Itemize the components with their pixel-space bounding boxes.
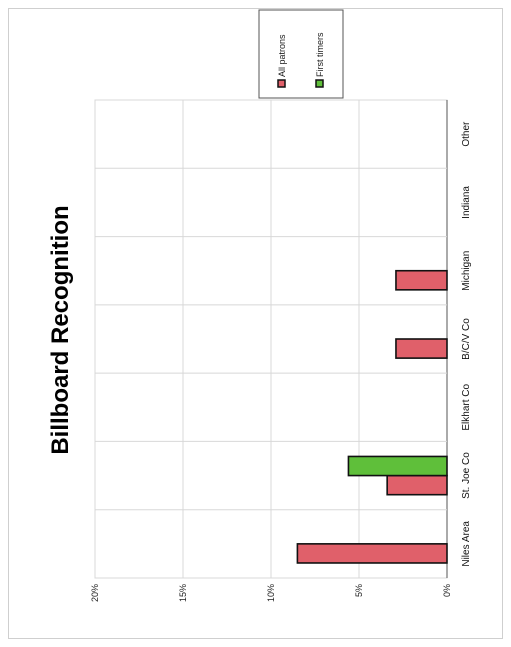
category-label: Niles Area [461,521,472,567]
bar [296,543,448,564]
chart-title: Billboard Recognition [47,205,74,454]
category-label: St. Joe Co [461,452,472,499]
legend-label: All patrons [277,34,287,77]
value-tick-label: 15% [178,584,188,602]
bar [386,474,448,496]
legend-box [258,9,344,99]
bar [347,455,448,477]
value-tick-label: 10% [266,584,276,602]
legend: All patrons First timers [258,9,344,99]
value-tick-label: 0% [442,584,452,597]
category-label: Elkhart Co [461,384,472,431]
value-tick-label: 20% [90,584,100,602]
category-labels: Niles Area St. Joe Co Elkhart Co B/C/V Co Mi… [461,121,472,567]
category-label: Michigan [461,251,472,291]
bars [296,269,448,564]
legend-label: First timers [315,32,325,77]
legend-swatch [277,79,286,88]
value-tick-label: 5% [354,584,364,597]
bar [395,338,448,359]
category-label: Other [461,121,472,147]
grid-lines [94,99,448,579]
legend-swatch [315,79,324,88]
bar [395,269,448,291]
category-label: B/C/V Co [461,318,472,360]
chart-page [8,8,503,639]
category-label: Indiana [461,186,472,219]
value-tick-labels: 0% 5% 10% 15% 20% [90,584,452,602]
